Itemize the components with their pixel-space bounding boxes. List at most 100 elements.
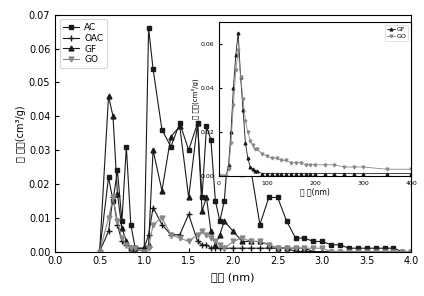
GO	[373, 250, 378, 253]
AC	[222, 199, 227, 203]
OAC	[209, 247, 213, 250]
GF	[338, 250, 343, 253]
GF	[151, 148, 156, 152]
AC	[311, 240, 316, 243]
OAC	[400, 250, 405, 253]
AC	[97, 250, 102, 253]
AC	[124, 145, 129, 149]
GO	[400, 250, 405, 253]
AC	[355, 247, 360, 250]
OAC	[266, 247, 271, 250]
GO	[133, 247, 138, 250]
GO	[110, 196, 115, 199]
GO	[195, 233, 200, 237]
AC	[159, 128, 165, 132]
GF	[204, 196, 209, 199]
OAC	[284, 247, 289, 250]
GF	[302, 247, 307, 250]
OAC	[231, 247, 236, 250]
GO	[204, 233, 209, 237]
GF	[222, 219, 227, 223]
GO	[106, 216, 111, 220]
OAC	[124, 243, 129, 247]
GO	[248, 240, 254, 243]
Line: AC: AC	[97, 26, 414, 254]
GO	[266, 243, 271, 247]
GO	[128, 247, 133, 250]
GO	[120, 236, 125, 240]
GO	[142, 250, 147, 253]
GO	[382, 250, 387, 253]
OAC	[346, 250, 351, 253]
GF	[231, 229, 236, 233]
Line: GO: GO	[97, 195, 414, 254]
GO	[391, 250, 396, 253]
AC	[320, 240, 325, 243]
OAC	[146, 233, 151, 237]
AC	[146, 27, 151, 30]
OAC	[311, 250, 316, 253]
GF	[329, 250, 334, 253]
AC	[373, 247, 378, 250]
GF	[346, 250, 351, 253]
GO	[275, 247, 280, 250]
AC	[186, 148, 191, 152]
GO	[293, 247, 298, 250]
GO	[186, 240, 191, 243]
OAC	[97, 250, 102, 253]
GF	[266, 243, 271, 247]
GF	[146, 243, 151, 247]
AC	[346, 247, 351, 250]
OAC	[159, 223, 165, 226]
GF	[257, 240, 262, 243]
AC	[128, 223, 133, 226]
GO	[329, 250, 334, 253]
AC	[364, 247, 369, 250]
GF	[195, 121, 200, 125]
GF	[409, 250, 414, 253]
OAC	[195, 240, 200, 243]
GO	[409, 250, 414, 253]
AC	[409, 250, 414, 253]
GO	[355, 250, 360, 253]
GO	[177, 236, 182, 240]
GO	[124, 243, 129, 247]
GF	[373, 250, 378, 253]
AC	[391, 247, 396, 250]
OAC	[382, 250, 387, 253]
OAC	[133, 247, 138, 250]
OAC	[142, 247, 147, 250]
OAC	[355, 250, 360, 253]
GO	[217, 243, 222, 247]
GO	[346, 250, 351, 253]
AC	[257, 223, 262, 226]
GF	[320, 250, 325, 253]
AC	[209, 138, 213, 142]
GF	[293, 247, 298, 250]
OAC	[320, 250, 325, 253]
GF	[124, 240, 129, 243]
OAC	[302, 250, 307, 253]
GF	[284, 247, 289, 250]
OAC	[204, 243, 209, 247]
GO	[311, 247, 316, 250]
OAC	[120, 240, 125, 243]
AC	[231, 84, 236, 88]
GF	[97, 250, 102, 253]
OAC	[186, 213, 191, 216]
GF	[177, 125, 182, 128]
AC	[275, 196, 280, 199]
OAC	[128, 247, 133, 250]
GF	[110, 115, 115, 118]
OAC	[240, 247, 245, 250]
GF	[311, 250, 316, 253]
GO	[159, 216, 165, 220]
OAC	[168, 233, 173, 237]
GO	[257, 240, 262, 243]
AC	[400, 250, 405, 253]
GO	[209, 236, 213, 240]
AC	[217, 219, 222, 223]
AC	[240, 172, 245, 176]
GF	[213, 243, 218, 247]
OAC	[115, 223, 120, 226]
